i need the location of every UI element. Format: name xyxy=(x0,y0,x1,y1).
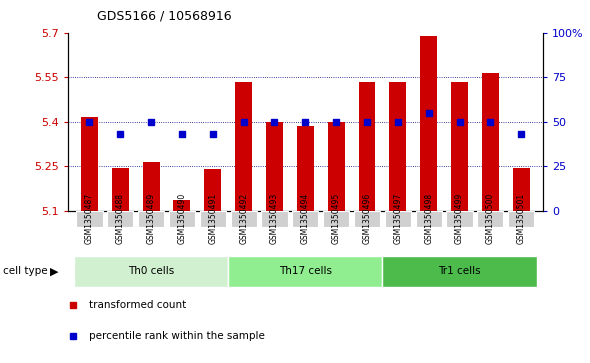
Text: GSM1350488: GSM1350488 xyxy=(116,193,124,244)
Bar xyxy=(323,211,349,227)
Bar xyxy=(261,211,287,227)
Text: GSM1350500: GSM1350500 xyxy=(486,193,495,244)
Bar xyxy=(482,73,499,211)
Text: GSM1350496: GSM1350496 xyxy=(362,193,372,244)
Text: GSM1350493: GSM1350493 xyxy=(270,193,279,244)
Text: GSM1350491: GSM1350491 xyxy=(208,193,217,244)
Bar xyxy=(420,36,437,211)
Text: GSM1350487: GSM1350487 xyxy=(85,193,94,244)
Bar xyxy=(266,122,283,211)
Bar xyxy=(204,169,221,211)
Bar xyxy=(231,211,257,227)
Text: GSM1350498: GSM1350498 xyxy=(424,193,433,244)
Text: GSM1350494: GSM1350494 xyxy=(301,193,310,244)
Text: percentile rank within the sample: percentile rank within the sample xyxy=(89,331,265,341)
Text: GSM1350489: GSM1350489 xyxy=(147,193,156,244)
Bar xyxy=(169,211,195,227)
Bar xyxy=(389,82,407,211)
Bar xyxy=(76,211,103,227)
Text: Th17 cells: Th17 cells xyxy=(279,266,332,276)
Bar xyxy=(199,211,226,227)
Bar xyxy=(173,200,191,211)
Text: transformed count: transformed count xyxy=(89,300,186,310)
Bar xyxy=(292,211,319,227)
Text: Th0 cells: Th0 cells xyxy=(128,266,174,276)
Bar xyxy=(143,162,160,211)
Text: GSM1350492: GSM1350492 xyxy=(239,193,248,244)
Text: GDS5166 / 10568916: GDS5166 / 10568916 xyxy=(97,9,232,22)
Bar xyxy=(415,211,442,227)
Bar xyxy=(327,122,345,211)
Bar xyxy=(297,126,314,211)
Text: GSM1350495: GSM1350495 xyxy=(332,193,340,244)
Bar xyxy=(74,256,228,287)
Bar xyxy=(112,168,129,211)
Text: cell type: cell type xyxy=(3,266,48,276)
Bar xyxy=(508,211,535,227)
Bar xyxy=(81,117,98,211)
Bar xyxy=(354,211,380,227)
Bar xyxy=(107,211,133,227)
Text: GSM1350490: GSM1350490 xyxy=(178,193,186,244)
Bar xyxy=(385,211,411,227)
Text: GSM1350497: GSM1350497 xyxy=(394,193,402,244)
Text: GSM1350499: GSM1350499 xyxy=(455,193,464,244)
Bar xyxy=(451,82,468,211)
Bar xyxy=(359,82,375,211)
Bar xyxy=(477,211,503,227)
Text: Tr1 cells: Tr1 cells xyxy=(438,266,481,276)
Bar xyxy=(382,256,537,287)
Bar xyxy=(513,168,530,211)
Bar xyxy=(235,82,252,211)
Text: ▶: ▶ xyxy=(50,266,58,276)
Bar xyxy=(447,211,473,227)
Bar xyxy=(138,211,164,227)
Text: GSM1350501: GSM1350501 xyxy=(517,193,526,244)
Bar xyxy=(228,256,382,287)
